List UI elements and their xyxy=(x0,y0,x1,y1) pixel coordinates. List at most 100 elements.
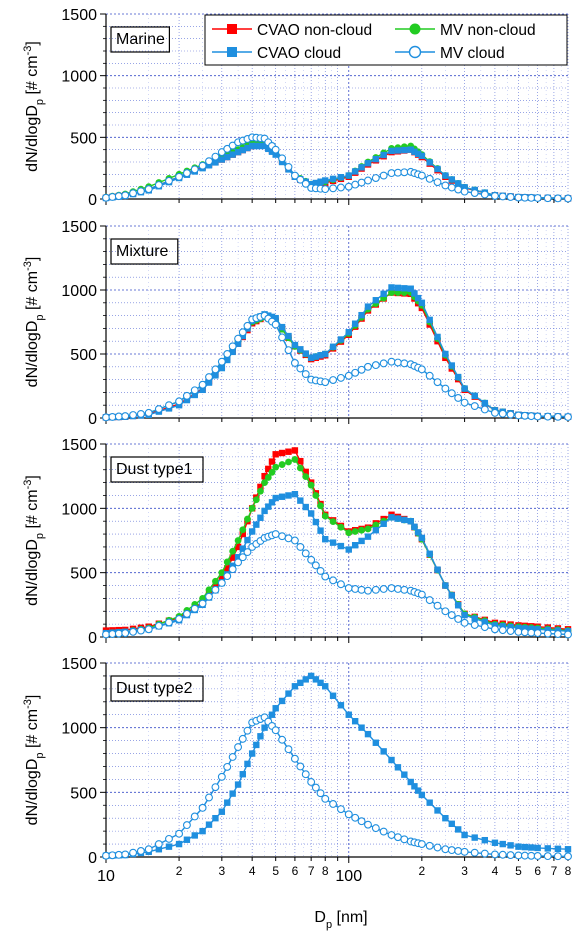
data-point xyxy=(345,546,352,553)
data-point xyxy=(182,609,191,618)
data-point xyxy=(224,565,231,572)
data-point xyxy=(394,284,402,292)
data-point xyxy=(183,396,191,404)
data-point xyxy=(357,365,366,374)
data-point xyxy=(234,148,242,156)
y-tick-label: 1000 xyxy=(61,721,97,738)
data-point xyxy=(481,618,489,626)
series-line xyxy=(105,145,569,200)
data-point xyxy=(108,192,117,201)
y-tick-label: 0 xyxy=(88,192,97,209)
data-point xyxy=(329,539,337,546)
data-point xyxy=(297,497,304,504)
data-point xyxy=(394,515,402,522)
data-point xyxy=(307,354,315,362)
data-point xyxy=(182,391,191,400)
data-point xyxy=(527,412,536,421)
data-point xyxy=(553,630,562,638)
data-point xyxy=(205,157,213,166)
series-line xyxy=(105,286,569,419)
data-point xyxy=(165,401,173,410)
data-point xyxy=(228,565,237,574)
data-point xyxy=(223,762,232,771)
data-point xyxy=(223,350,232,358)
data-point xyxy=(337,523,345,531)
data-point xyxy=(290,536,299,545)
data-point xyxy=(302,503,309,511)
data-point xyxy=(400,359,409,368)
data-point xyxy=(284,745,293,754)
data-point xyxy=(528,844,535,851)
data-point xyxy=(433,843,442,852)
data-point xyxy=(434,566,441,573)
data-point xyxy=(364,525,372,533)
data-point xyxy=(514,193,523,202)
data-point xyxy=(129,627,138,636)
y-tick-label: 500 xyxy=(70,566,97,583)
data-point xyxy=(336,580,345,589)
data-point xyxy=(351,813,360,822)
series-line xyxy=(105,458,569,634)
data-point xyxy=(217,357,226,366)
series-line xyxy=(105,675,569,857)
data-point xyxy=(380,520,387,527)
data-point xyxy=(301,370,310,379)
data-point xyxy=(337,336,345,343)
x-tick-label: 10 xyxy=(97,868,115,885)
data-point xyxy=(268,499,276,506)
data-point xyxy=(205,592,213,601)
data-point xyxy=(564,846,572,853)
data-point xyxy=(102,851,110,860)
data-point xyxy=(441,384,450,393)
data-point xyxy=(554,845,562,853)
data-point xyxy=(364,730,372,738)
data-point xyxy=(253,142,260,150)
data-point xyxy=(401,771,408,778)
data-point xyxy=(490,408,499,417)
data-point xyxy=(506,410,515,419)
data-point xyxy=(461,831,468,839)
data-point xyxy=(284,162,293,171)
data-point xyxy=(411,783,418,790)
data-point xyxy=(154,621,163,630)
data-point xyxy=(217,772,226,781)
data-point xyxy=(291,490,299,498)
y-tick-label: 1500 xyxy=(61,219,97,236)
data-point xyxy=(426,316,433,324)
data-point xyxy=(543,194,552,203)
data-point xyxy=(312,179,320,187)
data-point xyxy=(108,630,117,638)
data-point xyxy=(136,409,145,418)
data-point xyxy=(461,385,468,392)
panel-label: Dust type1 xyxy=(116,461,193,478)
data-point xyxy=(248,750,256,757)
data-point xyxy=(480,405,489,414)
data-point xyxy=(358,724,365,731)
data-point xyxy=(393,358,402,367)
data-point xyxy=(272,494,279,502)
data-point xyxy=(223,572,232,581)
data-point xyxy=(268,313,276,321)
data-point xyxy=(387,169,396,178)
data-point xyxy=(329,184,338,193)
data-point xyxy=(253,741,260,749)
data-point xyxy=(248,142,256,150)
x-tick-label: 3 xyxy=(218,864,225,878)
data-point xyxy=(302,473,310,480)
data-point xyxy=(182,821,191,830)
data-point xyxy=(393,833,402,842)
data-point xyxy=(199,827,206,835)
data-point xyxy=(411,148,418,155)
series-line xyxy=(105,493,569,634)
y-tick-label: 1500 xyxy=(61,656,97,673)
data-point xyxy=(218,364,226,372)
data-point xyxy=(322,536,329,543)
data-point xyxy=(321,378,330,387)
data-point xyxy=(265,465,272,473)
data-point xyxy=(175,172,184,181)
data-point xyxy=(278,532,287,541)
data-point xyxy=(442,815,449,822)
data-point xyxy=(154,405,163,413)
data-point xyxy=(155,846,163,853)
data-point xyxy=(414,294,422,302)
